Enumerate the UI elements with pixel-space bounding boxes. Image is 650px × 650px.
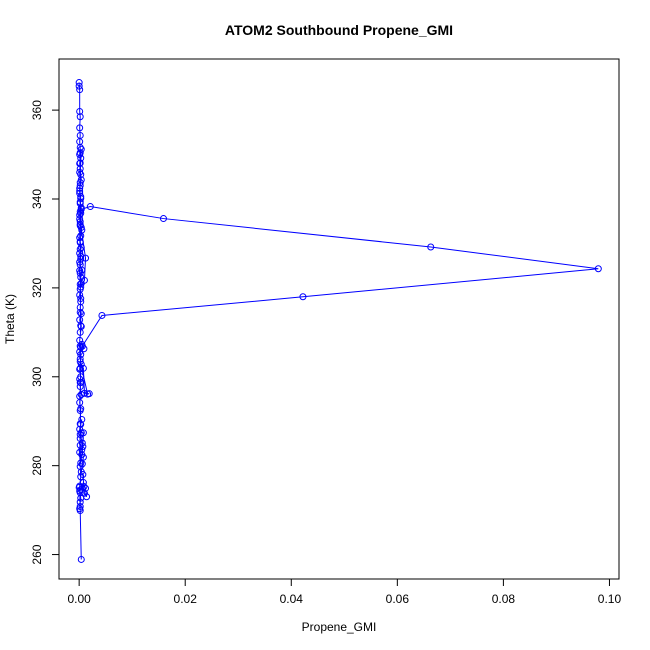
data-point bbox=[77, 323, 85, 331]
y-axis: 260 280 300 320 340 360 bbox=[30, 100, 59, 565]
data-point bbox=[77, 195, 85, 203]
data-point bbox=[76, 407, 84, 415]
data-point bbox=[78, 415, 86, 423]
data-point bbox=[427, 243, 435, 251]
data-point bbox=[76, 131, 84, 139]
data-point bbox=[77, 555, 85, 563]
data-point bbox=[76, 107, 84, 115]
data-point bbox=[76, 211, 84, 219]
data-point bbox=[79, 364, 87, 372]
x-tick-label: 0.08 bbox=[492, 592, 516, 606]
data-point bbox=[80, 489, 88, 497]
data-point bbox=[77, 473, 85, 481]
data-point bbox=[159, 215, 167, 223]
data-point bbox=[299, 293, 307, 301]
data-point bbox=[76, 482, 84, 490]
data-point bbox=[76, 448, 84, 456]
data-point bbox=[77, 360, 85, 368]
data-point bbox=[76, 498, 84, 506]
data-point bbox=[77, 494, 85, 502]
y-tick-label: 300 bbox=[30, 366, 44, 386]
data-point bbox=[77, 420, 85, 428]
data-point bbox=[79, 429, 87, 437]
data-point bbox=[76, 364, 84, 372]
data-point bbox=[76, 308, 84, 316]
y-axis-label: Theta (K) bbox=[3, 294, 17, 344]
data-point bbox=[78, 439, 86, 447]
data-point bbox=[78, 342, 86, 350]
data-point bbox=[80, 389, 88, 397]
y-tick-label: 360 bbox=[30, 100, 44, 120]
data-point bbox=[76, 425, 84, 433]
data-point bbox=[76, 489, 84, 497]
data-point bbox=[76, 198, 84, 206]
data-point bbox=[82, 484, 90, 492]
y-tick-label: 260 bbox=[30, 544, 44, 564]
data-point bbox=[80, 483, 88, 491]
data-point bbox=[98, 311, 106, 319]
data-point bbox=[76, 189, 84, 197]
data-point bbox=[76, 184, 84, 192]
data-point bbox=[77, 351, 85, 359]
data-point bbox=[76, 187, 84, 195]
data-point bbox=[77, 223, 85, 231]
data-point bbox=[76, 267, 84, 275]
x-tick-label: 0.00 bbox=[67, 592, 91, 606]
data-point bbox=[76, 355, 84, 363]
data-point bbox=[77, 154, 85, 162]
data-point bbox=[76, 159, 84, 167]
y-tick-label: 320 bbox=[30, 278, 44, 298]
data-point bbox=[76, 234, 84, 242]
data-point bbox=[76, 435, 84, 443]
data-point bbox=[76, 149, 84, 157]
y-tick-label: 280 bbox=[30, 455, 44, 475]
chart-title: ATOM2 Southbound Propene_GMI bbox=[225, 22, 453, 38]
data-point bbox=[78, 451, 86, 459]
data-point bbox=[76, 383, 84, 391]
data-point bbox=[76, 113, 84, 121]
data-point bbox=[77, 295, 85, 303]
data-point bbox=[76, 441, 84, 449]
data-point bbox=[77, 468, 85, 476]
data-point bbox=[77, 273, 85, 281]
data-point bbox=[85, 390, 93, 398]
data-point bbox=[77, 459, 85, 467]
data-point bbox=[76, 280, 84, 288]
data-point bbox=[76, 207, 84, 215]
data-point bbox=[76, 124, 84, 132]
data-point bbox=[77, 252, 85, 260]
data-point bbox=[76, 245, 84, 253]
data-point bbox=[77, 298, 85, 306]
data-point bbox=[77, 145, 85, 153]
data-point bbox=[76, 316, 84, 324]
data-point bbox=[86, 203, 94, 211]
data-point bbox=[76, 392, 84, 400]
data-points bbox=[75, 79, 602, 563]
data-point bbox=[82, 254, 90, 262]
data-point bbox=[76, 336, 84, 344]
data-point bbox=[75, 79, 83, 87]
data-point bbox=[76, 463, 84, 471]
data-point bbox=[594, 265, 602, 273]
data-point bbox=[77, 379, 85, 387]
x-tick-label: 0.10 bbox=[598, 592, 622, 606]
x-axis-label: Propene_GMI bbox=[302, 620, 377, 634]
data-point bbox=[75, 82, 83, 90]
x-tick-label: 0.06 bbox=[386, 592, 410, 606]
y-tick-label: 340 bbox=[30, 189, 44, 209]
data-point bbox=[77, 176, 85, 184]
x-axis: 0.00 0.02 0.04 0.06 0.08 0.10 bbox=[67, 579, 621, 606]
data-point bbox=[76, 239, 84, 247]
x-tick-label: 0.02 bbox=[174, 592, 198, 606]
data-point bbox=[76, 165, 84, 173]
data-point bbox=[76, 220, 84, 228]
plot-frame bbox=[58, 58, 620, 580]
x-tick-label: 0.04 bbox=[280, 592, 304, 606]
data-point bbox=[76, 505, 84, 513]
data-point bbox=[76, 86, 84, 94]
